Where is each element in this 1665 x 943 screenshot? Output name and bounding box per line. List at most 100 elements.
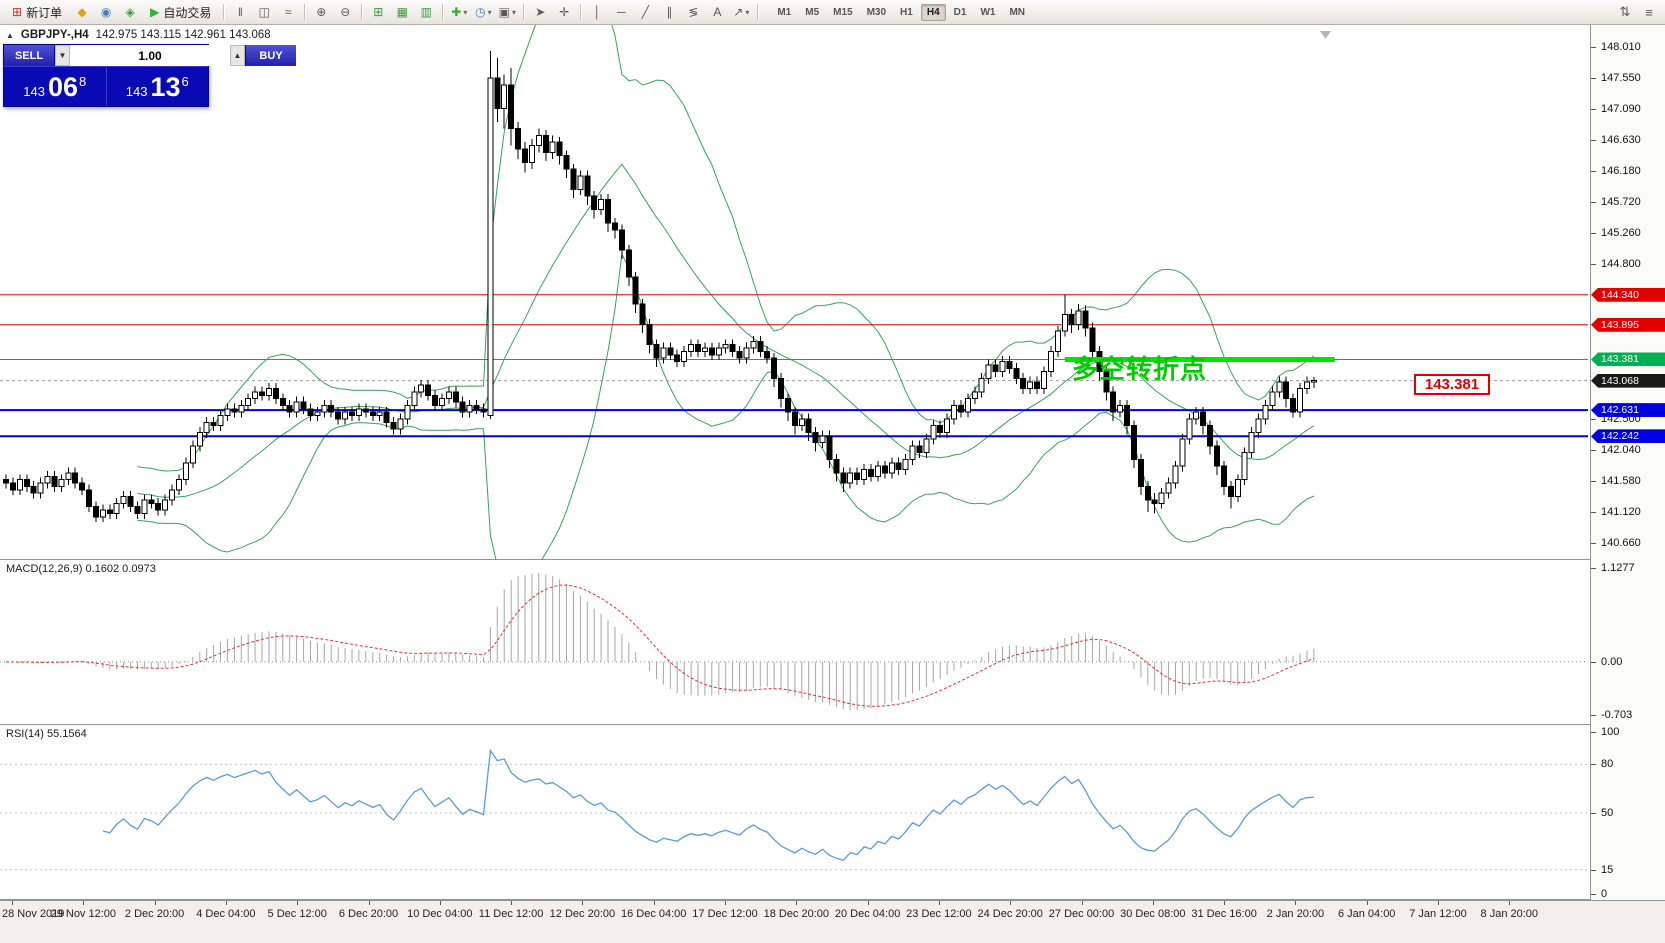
axis-tick [1591, 732, 1596, 733]
collapse-trade-panel-icon[interactable]: ▲ [6, 30, 14, 40]
price-axis-label: 144.800 [1601, 257, 1641, 270]
time-axis-tick [582, 901, 584, 905]
toolbar-separator [361, 4, 363, 20]
sell-price-display[interactable]: 143 06 8 [4, 67, 107, 106]
candle-body [868, 469, 874, 477]
candle-body [639, 303, 646, 325]
sell-button[interactable]: SELL [4, 45, 54, 66]
candle-body [833, 458, 840, 474]
text-label-icon[interactable]: A [706, 2, 728, 22]
add-indicator-glyph: ✚ [451, 5, 462, 19]
caret-down-icon: ▾ [487, 7, 492, 17]
candle-body [1186, 418, 1193, 440]
trendline-icon[interactable]: ╱ [634, 2, 656, 22]
candle-body [895, 462, 902, 470]
toolbar: ⊞ 新订单 ◆ ◉ ◈ ▶ 自动交易 ‖ ◫ ≈ ⊕ ⊖ ⊞ ▦ ▥ ✚ ▾ ◷ ▾ ▣ ▾ ➤ ✛ │ ─ ╱ ∥ ≶ A ↗ ▾ M1 M… [0, 0, 1665, 25]
time-axis-label: 12 Dec 20:00 [549, 908, 616, 920]
candlestick-chart-icon[interactable]: ◫ [253, 2, 275, 22]
symbol-ohlc: 142.975 143.115 142.961 143.068 [95, 29, 271, 41]
candle-body [1117, 404, 1124, 413]
arrow-objects-icon[interactable]: ↗ ▾ [730, 2, 752, 22]
candle-body [1220, 465, 1227, 488]
new-order-button[interactable]: ⊞ 新订单 [5, 2, 69, 22]
candle-body [1103, 371, 1110, 393]
cursor-icon[interactable]: ➤ [529, 2, 551, 22]
candle-body [432, 394, 438, 406]
candle-body [764, 350, 771, 359]
candle-body [778, 377, 784, 400]
candle-body [355, 408, 362, 416]
time-axis-label: 24 Dec 20:00 [977, 908, 1043, 920]
period-button[interactable]: ◷ ▾ [472, 2, 494, 22]
candle-body [528, 145, 535, 163]
zoom-out-icon[interactable]: ⊖ [334, 2, 356, 22]
channel-icon[interactable]: ∥ [658, 2, 680, 22]
candle-body [1013, 367, 1020, 379]
candle-body [217, 415, 224, 427]
crosshair-icon[interactable]: ✛ [553, 2, 575, 22]
scroll-panels-icon[interactable]: ⇅ [1619, 4, 1631, 19]
candle-body [1165, 482, 1172, 494]
time-axis-tick [83, 901, 85, 905]
candle-body [231, 408, 238, 413]
add-indicator-button[interactable]: ✚ ▾ [448, 2, 470, 22]
candle-body [189, 445, 196, 464]
candle-body [176, 479, 182, 491]
chart-canvas[interactable] [0, 25, 1590, 560]
fibonacci-icon[interactable]: ≶ [682, 2, 704, 22]
timeframe-m1-button[interactable]: M1 [777, 6, 792, 18]
toolbar-buttons: ⊞ 新订单 ◆ ◉ ◈ ▶ 自动交易 ‖ ◫ ≈ ⊕ ⊖ ⊞ ▦ ▥ ✚ ▾ ◷ ▾ ▣ ▾ ➤ ✛ │ ─ ╱ ∥ ≶ A ↗ ▾ [4, 2, 762, 22]
candle-body [1207, 425, 1214, 447]
candle-body [1089, 327, 1096, 352]
price-axis-label: 141.120 [1601, 506, 1641, 519]
buy-price-display[interactable]: 143 13 6 [107, 67, 209, 106]
chart-window-icon-glyph: ◆ [77, 5, 87, 19]
sell-price-main: 143 [23, 84, 45, 100]
trendline-icon-glyph: ╱ [641, 5, 649, 19]
candle-body [286, 404, 293, 413]
timeframe-h1-button[interactable]: H1 [900, 6, 913, 18]
volume-decrease-button[interactable]: ▼ [55, 45, 70, 66]
volume-input[interactable] [70, 45, 230, 66]
candle-body [1124, 404, 1130, 427]
candle-body [923, 438, 930, 454]
line-chart-icon[interactable]: ≈ [277, 2, 299, 22]
price-axis-label: 142.040 [1601, 443, 1641, 456]
candle-body [272, 388, 279, 400]
candle-body [224, 408, 231, 416]
cursor-icon-glyph: ➤ [535, 5, 546, 19]
chart-window-icon[interactable]: ◆ [71, 2, 93, 22]
data-window-icon[interactable]: ◈ [119, 2, 141, 22]
toolbar-menu-icon[interactable]: ≡ [1645, 4, 1653, 20]
candle-body [1027, 381, 1034, 390]
price-callout-label[interactable]: 143.381 [1414, 374, 1490, 395]
time-axis[interactable]: 28 Nov 2019 29 Nov 12:00 2 Dec 20:00 4 Dec … [0, 900, 1665, 943]
candle-body [245, 398, 252, 407]
candle-body [1262, 404, 1269, 420]
timeframe-m5-button[interactable]: M5 [805, 6, 820, 18]
vertical-line-icon[interactable]: │ [586, 2, 608, 22]
tile-windows-icon[interactable]: ⊞ [367, 2, 389, 22]
timeframe-w1-button[interactable]: W1 [980, 6, 996, 18]
timeframe-h4-button[interactable]: H4 [920, 3, 946, 21]
volume-increase-button[interactable]: ▲ [230, 45, 245, 66]
price-axis[interactable]: 148.010 147.550 147.090 146.630 146.180 145.7… [1590, 25, 1665, 900]
candle-body [300, 401, 307, 410]
template-button[interactable]: ▣ ▾ [496, 2, 518, 22]
macd-label: MACD(12,26,9) 0.1602 0.0973 [6, 563, 156, 575]
chart-shift-icon[interactable]: ▥ [415, 2, 437, 22]
auto-arrange-icon[interactable]: ▦ [391, 2, 413, 22]
zoom-in-icon[interactable]: ⊕ [310, 2, 332, 22]
horizontal-line-icon[interactable]: ─ [610, 2, 632, 22]
timeframe-m30-button[interactable]: M30 [866, 6, 887, 18]
pivot-annotation-text[interactable]: 多空转折点 [1072, 354, 1208, 384]
price-tag-143.068: 143.068 [1591, 373, 1665, 388]
price-axis-label: 1.1277 [1601, 562, 1635, 574]
buy-button[interactable]: BUY [246, 45, 296, 66]
timeframe-m15-button[interactable]: M15 [833, 6, 853, 18]
bar-chart-icon[interactable]: ‖ [229, 2, 251, 22]
timeframe-d1-button[interactable]: D1 [953, 6, 967, 18]
profiles-icon[interactable]: ◉ [95, 2, 117, 22]
timeframe-mn-button[interactable]: MN [1009, 6, 1025, 18]
auto-trading-button[interactable]: ▶ 自动交易 [143, 2, 218, 22]
